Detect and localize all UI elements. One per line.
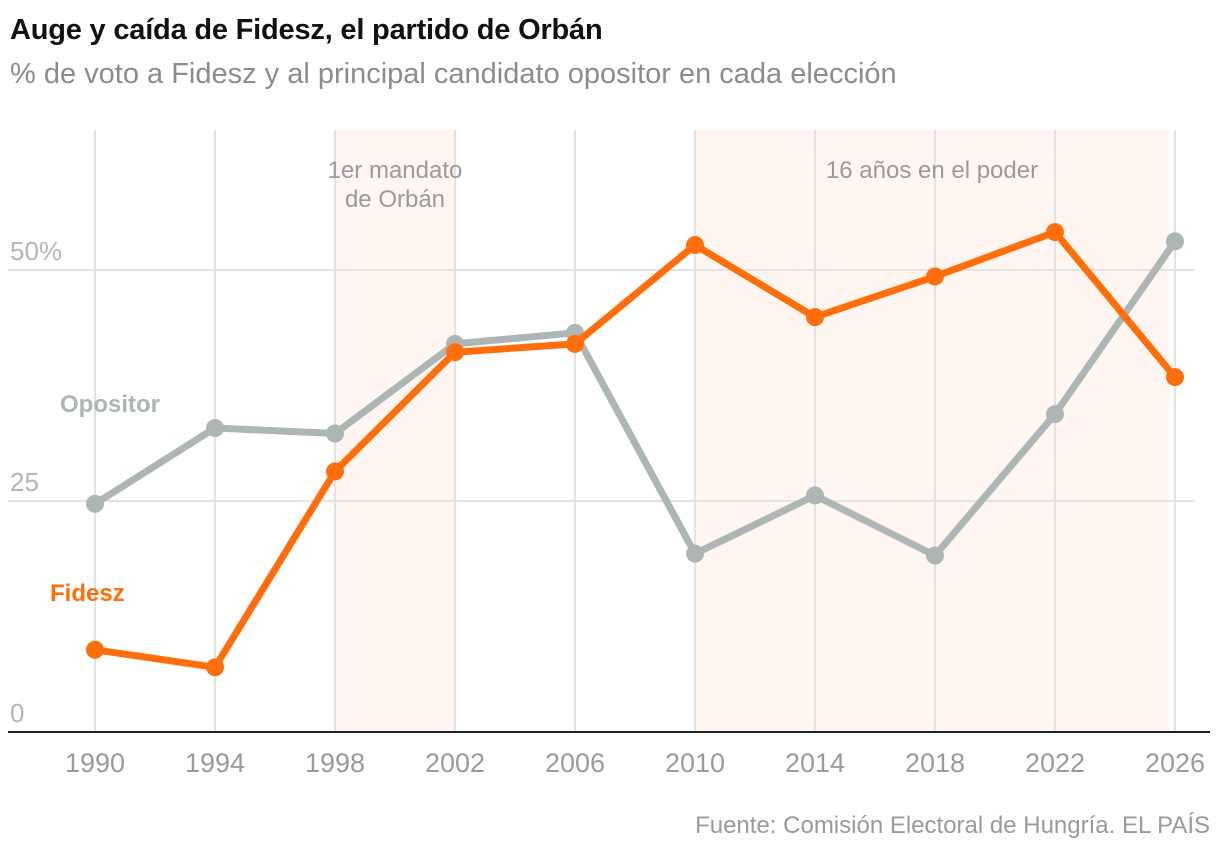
data-point-opositor <box>686 544 704 563</box>
period-bands <box>335 130 1169 732</box>
x-tick-label: 1998 <box>305 748 365 778</box>
data-point-fidesz <box>926 267 944 286</box>
y-tick-label: 50% <box>10 236 62 266</box>
data-point-fidesz <box>1046 223 1064 242</box>
period-label-0: 1er mandato <box>328 157 463 184</box>
x-tick-label: 2014 <box>785 748 845 778</box>
data-point-opositor <box>326 424 344 443</box>
data-point-opositor <box>926 546 944 565</box>
series-label-opositor: Opositor <box>60 391 160 418</box>
data-point-opositor <box>1166 232 1184 251</box>
chart-title: Auge y caída de Fidesz, el partido de Or… <box>10 14 603 46</box>
series-labels: Opositor Fidesz <box>50 391 160 607</box>
data-point-opositor <box>86 494 104 513</box>
source-note: Fuente: Comisión Electoral de Hungría. E… <box>695 812 1210 839</box>
series-line-fidesz <box>91 228 1179 671</box>
data-point-opositor <box>1046 405 1064 424</box>
series-label-fidesz: Fidesz <box>50 580 125 607</box>
period-band-0 <box>335 130 455 732</box>
x-tick-label: 1990 <box>65 748 125 778</box>
data-point-fidesz <box>326 462 344 481</box>
data-point-fidesz <box>446 343 464 362</box>
y-tick-labels: 0 25 50% <box>10 236 62 728</box>
y-tick-label: 0 <box>10 698 24 728</box>
data-point-fidesz <box>686 236 704 255</box>
chart-subtitle: % de voto a Fidesz y al principal candid… <box>10 58 897 90</box>
x-tick-label: 2006 <box>545 748 605 778</box>
x-tick-label: 1994 <box>185 748 245 778</box>
data-point-fidesz <box>806 308 824 327</box>
x-tick-labels: 1990 1994 1998 2002 2006 2010 2014 2018 2022 2026 <box>65 748 1205 778</box>
x-tick-label: 2010 <box>665 748 725 778</box>
period-label-1: 16 años en el poder <box>826 157 1038 184</box>
x-tick-label: 2018 <box>905 748 965 778</box>
period-band-1 <box>695 130 1169 732</box>
data-point-fidesz <box>566 334 584 353</box>
series-lines <box>86 223 1184 677</box>
x-tick-label: 2002 <box>425 748 485 778</box>
x-tick-label: 2022 <box>1025 748 1085 778</box>
x-tick-label: 2026 <box>1145 748 1205 778</box>
y-tick-label: 25 <box>10 467 39 497</box>
data-point-fidesz <box>1166 368 1184 387</box>
data-point-fidesz <box>206 658 224 677</box>
series-line-opositor <box>91 237 1179 559</box>
period-label-0: de Orbán <box>345 186 445 213</box>
data-point-fidesz <box>86 640 104 659</box>
data-point-opositor <box>806 486 824 505</box>
data-point-opositor <box>206 419 224 438</box>
